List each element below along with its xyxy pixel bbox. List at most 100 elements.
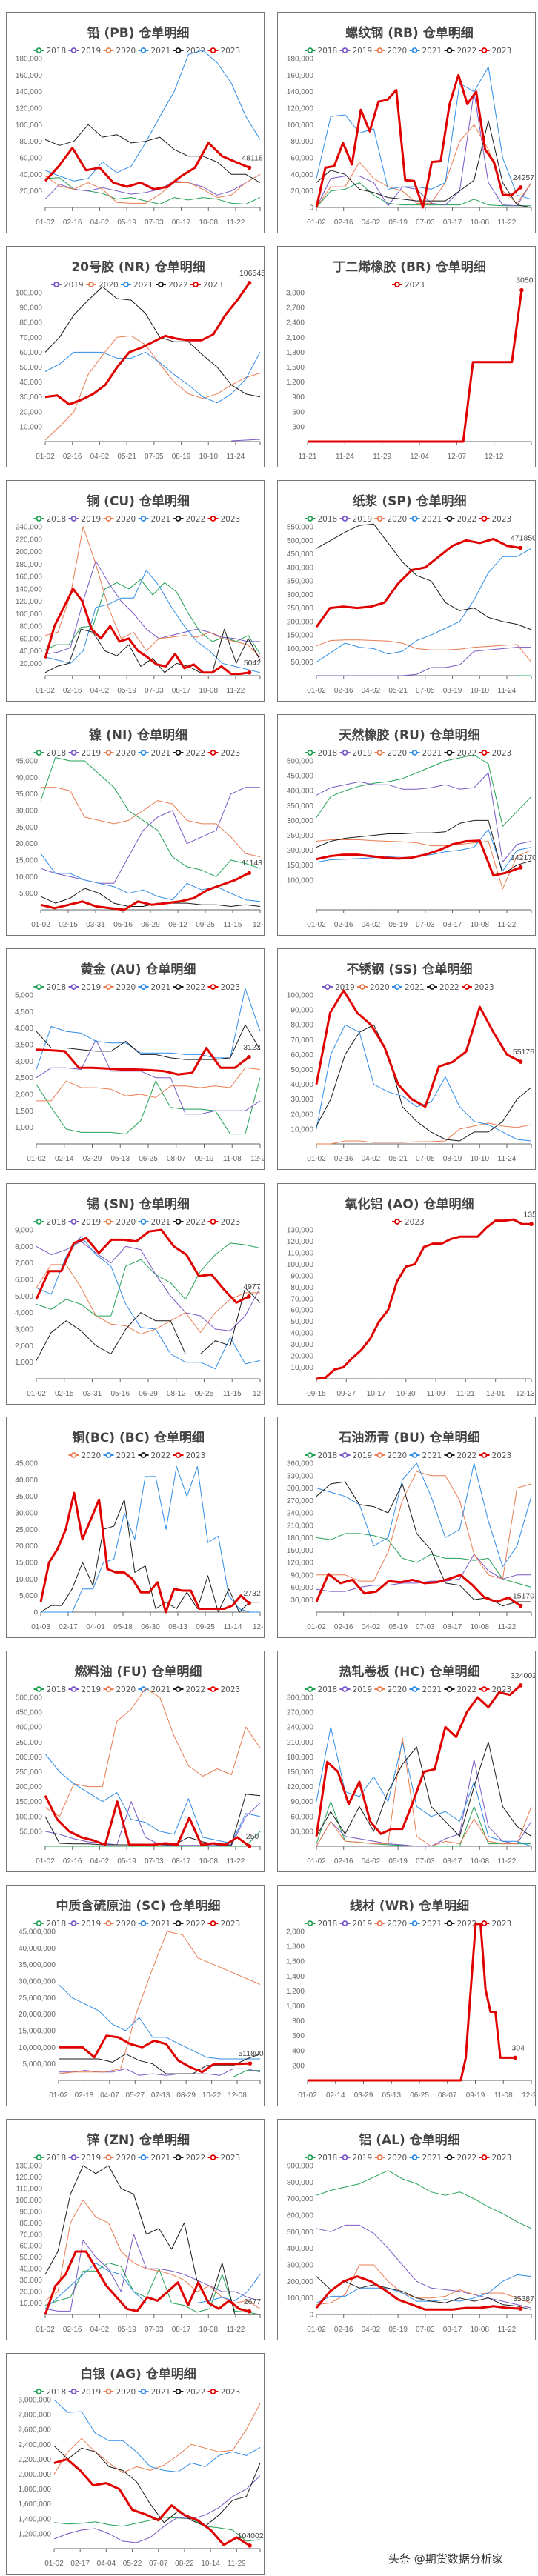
legend-item-2023[interactable]: 2023 xyxy=(479,1451,512,1460)
legend-item-2020[interactable]: 2020 xyxy=(103,2154,136,2163)
legend-item-2021[interactable]: 2021 xyxy=(138,1920,171,1928)
legend-item-2022[interactable]: 2022 xyxy=(444,47,477,56)
legend-item-2019[interactable]: 2019 xyxy=(68,47,102,56)
legend-item-2023[interactable]: 2023 xyxy=(207,749,241,758)
legend-item-2021[interactable]: 2021 xyxy=(409,1451,442,1460)
legend-item-2021[interactable]: 2021 xyxy=(138,983,171,992)
legend-item-2022[interactable]: 2022 xyxy=(173,515,206,524)
legend-item-2021[interactable]: 2021 xyxy=(138,2154,171,2163)
legend-item-2020[interactable]: 2020 xyxy=(103,2388,136,2397)
legend-item-2020[interactable]: 2020 xyxy=(103,1685,136,1694)
legend-item-2020[interactable]: 2020 xyxy=(68,1451,102,1460)
legend-item-2020[interactable]: 2020 xyxy=(103,749,136,758)
legend-item-2021[interactable]: 2021 xyxy=(409,749,442,758)
legend-item-2020[interactable]: 2020 xyxy=(374,1920,408,1928)
legend-item-2020[interactable]: 2020 xyxy=(374,2154,408,2163)
legend-item-2019[interactable]: 2019 xyxy=(339,47,373,56)
legend-item-2022[interactable]: 2022 xyxy=(444,749,477,758)
legend-item-2021[interactable]: 2021 xyxy=(409,2154,442,2163)
legend-item-2022[interactable]: 2022 xyxy=(444,2154,477,2163)
legend-item-2023[interactable]: 2023 xyxy=(190,281,223,290)
legend-item-2018[interactable]: 2018 xyxy=(33,1920,67,1928)
legend-item-2019[interactable]: 2019 xyxy=(68,749,102,758)
legend-item-2020[interactable]: 2020 xyxy=(374,1451,408,1460)
legend-item-2018[interactable]: 2018 xyxy=(305,2154,338,2163)
legend-item-2023[interactable]: 2023 xyxy=(207,2154,241,2163)
legend-item-2018[interactable]: 2018 xyxy=(305,1451,338,1460)
legend-item-2023[interactable]: 2023 xyxy=(479,1920,512,1928)
legend-item-2023[interactable]: 2023 xyxy=(207,515,241,524)
legend-item-2019[interactable]: 2019 xyxy=(68,1920,102,1928)
legend-item-2021[interactable]: 2021 xyxy=(409,47,442,56)
legend-item-2020[interactable]: 2020 xyxy=(103,983,136,992)
legend-item-2018[interactable]: 2018 xyxy=(305,515,338,524)
legend-item-2023[interactable]: 2023 xyxy=(479,47,512,56)
legend-item-2019[interactable]: 2019 xyxy=(339,749,373,758)
legend-item-2021[interactable]: 2021 xyxy=(138,1685,171,1694)
legend-item-2021[interactable]: 2021 xyxy=(409,1920,442,1928)
legend-item-2023[interactable]: 2023 xyxy=(392,281,425,290)
legend-item-2022[interactable]: 2022 xyxy=(173,983,206,992)
legend-item-2018[interactable]: 2018 xyxy=(33,2154,67,2163)
legend-item-2022[interactable]: 2022 xyxy=(173,1920,206,1928)
legend-item-2023[interactable]: 2023 xyxy=(462,983,494,992)
legend-item-2023[interactable]: 2023 xyxy=(207,2388,241,2397)
legend-item-2022[interactable]: 2022 xyxy=(173,749,206,758)
legend-item-2019[interactable]: 2019 xyxy=(339,515,373,524)
legend-item-2021[interactable]: 2021 xyxy=(103,1451,136,1460)
legend-item-2019[interactable]: 2019 xyxy=(68,2388,102,2397)
legend-item-2018[interactable]: 2018 xyxy=(305,749,338,758)
legend-item-2020[interactable]: 2020 xyxy=(357,983,390,992)
legend-item-2022[interactable]: 2022 xyxy=(156,281,188,290)
legend-item-2020[interactable]: 2020 xyxy=(103,515,136,524)
legend-item-2023[interactable]: 2023 xyxy=(479,515,512,524)
legend-item-2022[interactable]: 2022 xyxy=(173,47,206,56)
legend-item-2021[interactable]: 2021 xyxy=(138,2388,171,2397)
legend-item-2019[interactable]: 2019 xyxy=(68,2154,102,2163)
legend-item-2019[interactable]: 2019 xyxy=(339,1451,373,1460)
legend-item-2018[interactable]: 2018 xyxy=(33,47,67,56)
legend-item-2018[interactable]: 2018 xyxy=(305,47,338,56)
legend-item-2023[interactable]: 2023 xyxy=(207,1920,241,1928)
legend-item-2018[interactable]: 2018 xyxy=(305,1685,338,1694)
legend-item-2020[interactable]: 2020 xyxy=(103,1218,136,1227)
legend-item-2022[interactable]: 2022 xyxy=(173,2154,206,2163)
legend-item-2019[interactable]: 2019 xyxy=(339,1920,373,1928)
legend-item-2020[interactable]: 2020 xyxy=(374,47,408,56)
legend-item-2022[interactable]: 2022 xyxy=(444,1920,477,1928)
legend-item-2019[interactable]: 2019 xyxy=(68,1218,102,1227)
legend-item-2022[interactable]: 2022 xyxy=(444,1451,477,1460)
legend-item-2022[interactable]: 2022 xyxy=(173,2388,206,2397)
legend-item-2023[interactable]: 2023 xyxy=(173,1451,206,1460)
legend-item-2019[interactable]: 2019 xyxy=(339,2154,373,2163)
legend-item-2023[interactable]: 2023 xyxy=(207,983,241,992)
legend-item-2022[interactable]: 2022 xyxy=(444,515,477,524)
legend-item-2023[interactable]: 2023 xyxy=(207,1218,241,1227)
legend-item-2018[interactable]: 2018 xyxy=(33,749,67,758)
legend-item-2021[interactable]: 2021 xyxy=(121,281,153,290)
legend-item-2019[interactable]: 2019 xyxy=(339,1685,373,1694)
legend-item-2023[interactable]: 2023 xyxy=(207,47,241,56)
legend-item-2018[interactable]: 2018 xyxy=(33,1685,67,1694)
legend-item-2023[interactable]: 2023 xyxy=(479,749,512,758)
legend-item-2021[interactable]: 2021 xyxy=(138,47,171,56)
legend-item-2018[interactable]: 2018 xyxy=(33,1218,67,1227)
legend-item-2018[interactable]: 2018 xyxy=(305,1920,338,1928)
legend-item-2022[interactable]: 2022 xyxy=(444,1685,477,1694)
legend-item-2020[interactable]: 2020 xyxy=(374,1685,408,1694)
legend-item-2021[interactable]: 2021 xyxy=(138,1218,171,1227)
legend-item-2021[interactable]: 2021 xyxy=(409,515,442,524)
legend-item-2022[interactable]: 2022 xyxy=(173,1218,206,1227)
legend-item-2023[interactable]: 2023 xyxy=(479,1685,512,1694)
legend-item-2022[interactable]: 2022 xyxy=(138,1451,171,1460)
legend-item-2020[interactable]: 2020 xyxy=(103,1920,136,1928)
legend-item-2020[interactable]: 2020 xyxy=(103,47,136,56)
legend-item-2023[interactable]: 2023 xyxy=(392,1218,425,1227)
legend-item-2021[interactable]: 2021 xyxy=(392,983,425,992)
legend-item-2019[interactable]: 2019 xyxy=(322,983,355,992)
legend-item-2019[interactable]: 2019 xyxy=(51,281,84,290)
legend-item-2021[interactable]: 2021 xyxy=(138,515,171,524)
legend-item-2020[interactable]: 2020 xyxy=(374,515,408,524)
legend-item-2021[interactable]: 2021 xyxy=(138,749,171,758)
legend-item-2019[interactable]: 2019 xyxy=(68,1685,102,1694)
